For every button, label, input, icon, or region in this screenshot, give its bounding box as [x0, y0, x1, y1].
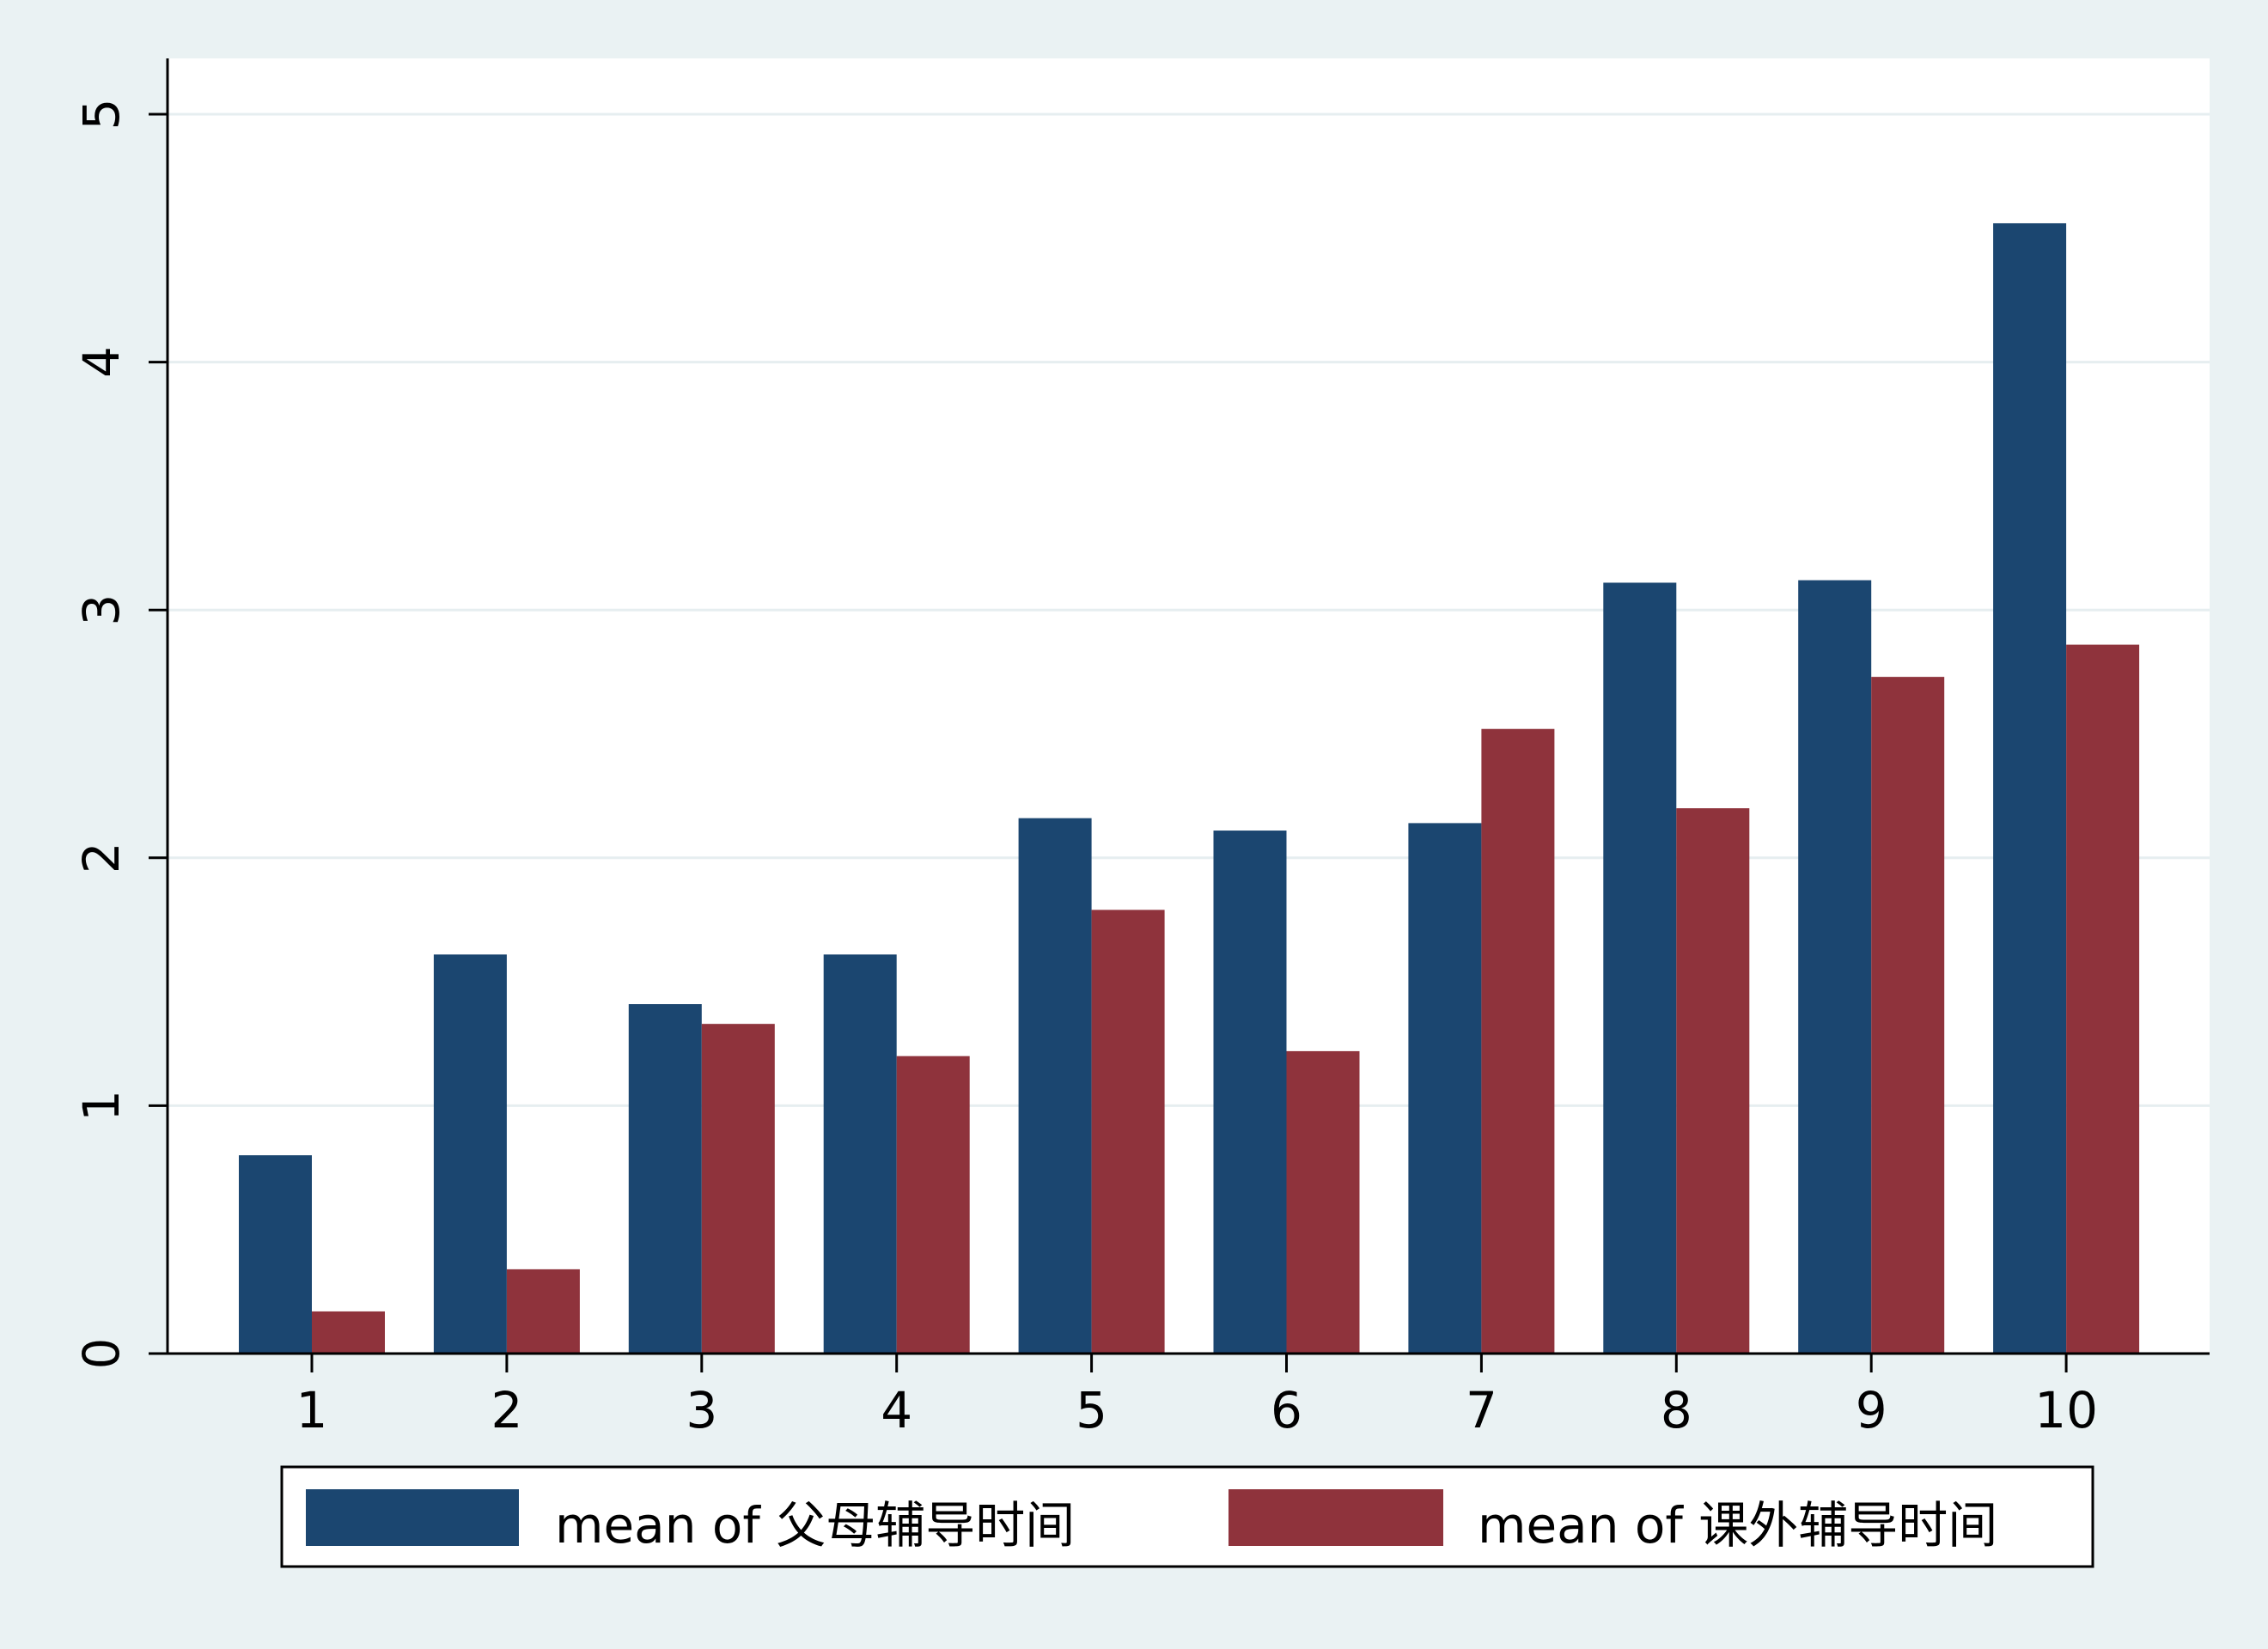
x-tick-label: 3 — [686, 1381, 717, 1439]
bar-parent-tutoring — [1018, 818, 1092, 1354]
bar-parent-tutoring — [628, 1004, 702, 1354]
x-tick-label: 10 — [2034, 1381, 2098, 1439]
legend-box — [280, 1465, 2094, 1568]
legend-label-extracurricular-tutoring: mean of 课外辅导时间 — [1478, 1496, 1997, 1555]
legend-swatch-extracurricular-tutoring — [1228, 1489, 1443, 1546]
bar-parent-tutoring — [433, 954, 507, 1354]
bar-parent-tutoring — [1798, 580, 1872, 1354]
bar-extracurricular-tutoring — [1676, 808, 1750, 1354]
bar-extracurricular-tutoring — [1091, 910, 1165, 1354]
x-tick-label: 1 — [296, 1381, 328, 1439]
y-tick-label: 2 — [72, 842, 131, 873]
bar-extracurricular-tutoring — [896, 1056, 970, 1354]
x-tick-label: 2 — [491, 1381, 522, 1439]
y-ticks: 0 1 2 3 4 5 — [72, 99, 168, 1370]
bar-parent-tutoring — [239, 1155, 312, 1354]
bar-parent-tutoring — [1213, 831, 1287, 1354]
y-tick-label: 5 — [72, 99, 131, 131]
bar-extracurricular-tutoring — [1286, 1050, 1360, 1354]
x-tick-label: 4 — [881, 1381, 912, 1439]
bar-extracurricular-tutoring — [1871, 677, 1945, 1354]
x-tick-labels: 1 2 3 4 5 6 7 8 9 10 — [296, 1354, 2098, 1439]
x-tick-label: 6 — [1271, 1381, 1302, 1439]
y-tick-label: 0 — [72, 1338, 131, 1370]
legend: mean of 父母辅导时间 mean of 课外辅导时间 — [280, 1465, 2094, 1568]
x-tick-label: 5 — [1076, 1381, 1107, 1439]
bar-extracurricular-tutoring — [506, 1269, 580, 1354]
y-tick-label: 1 — [72, 1090, 131, 1122]
legend-swatch-parent-tutoring — [306, 1489, 519, 1546]
bar-extracurricular-tutoring — [1481, 728, 1555, 1354]
x-tick-label: 8 — [1661, 1381, 1692, 1439]
legend-label-parent-tutoring: mean of 父母辅导时间 — [555, 1496, 1075, 1555]
y-tick-label: 3 — [72, 594, 131, 626]
bars — [239, 222, 2140, 1354]
x-tick-label: 9 — [1856, 1381, 1887, 1439]
x-tick-label: 7 — [1466, 1381, 1497, 1439]
bar-extracurricular-tutoring — [312, 1311, 385, 1354]
bar-parent-tutoring — [1603, 582, 1677, 1354]
bar-extracurricular-tutoring — [2066, 644, 2140, 1354]
bar-extracurricular-tutoring — [701, 1024, 775, 1354]
y-tick-label: 4 — [72, 346, 131, 378]
bar-parent-tutoring — [823, 954, 897, 1354]
bar-parent-tutoring — [1408, 823, 1482, 1354]
bar-parent-tutoring — [1993, 222, 2067, 1354]
